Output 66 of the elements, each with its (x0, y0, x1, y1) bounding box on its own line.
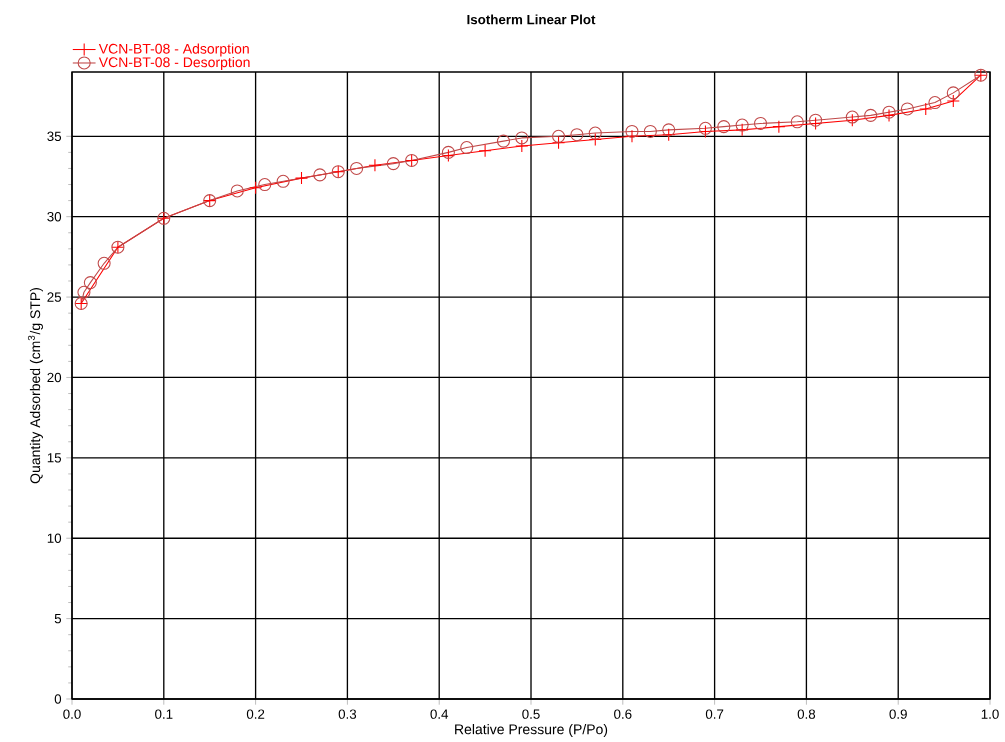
point (625, 124, 639, 139)
legend-label: VCN-BT-08 - Adsorption (98, 43, 249, 57)
point (643, 124, 657, 139)
point (97, 256, 111, 270)
x-tick-label: 0.1 (155, 709, 173, 719)
point (552, 129, 566, 143)
point (515, 131, 529, 145)
y-tick-label: 5 (54, 613, 62, 624)
point (588, 132, 602, 147)
point (249, 181, 263, 195)
y-tick-label: 20 (47, 372, 62, 383)
point (258, 177, 272, 192)
x-tick-label: 0.0 (63, 709, 81, 719)
x-tick-label: 0.6 (614, 709, 632, 719)
y-tick-label: 35 (47, 131, 62, 142)
x-tick-label: 0.7 (705, 709, 724, 719)
point (753, 116, 768, 130)
point (588, 126, 602, 140)
point (919, 102, 933, 116)
y-tick-label: 15 (47, 453, 62, 463)
y-axis-title: Quantity Adsorbed (cm$^{3}$/g STP) (27, 288, 43, 484)
point (276, 174, 290, 188)
point (900, 102, 914, 116)
y-tick-label: 25 (47, 292, 62, 302)
x-axis-title: Relative Pressure (P/Po) (455, 724, 608, 738)
point (441, 149, 455, 163)
point (230, 184, 244, 198)
point (698, 124, 712, 139)
point (350, 161, 364, 175)
point (946, 86, 960, 100)
point (790, 115, 804, 129)
chart-title: Isotherm Linear Plot (467, 14, 596, 25)
point (662, 123, 676, 137)
point (496, 134, 511, 148)
point (515, 139, 529, 153)
x-tick-label: 0.9 (889, 709, 907, 719)
point (77, 285, 91, 299)
point (864, 108, 878, 122)
point (570, 128, 584, 142)
point (735, 118, 749, 132)
x-tick-label: 0.8 (797, 709, 816, 719)
point (294, 171, 309, 185)
x-tick-label: 0.3 (338, 709, 357, 719)
point (772, 120, 786, 134)
point (460, 141, 474, 155)
y-tick-label: 10 (47, 533, 62, 543)
point (83, 276, 97, 290)
point (368, 158, 382, 172)
point (313, 168, 327, 182)
point (625, 129, 639, 143)
point (735, 123, 749, 137)
x-tick-label: 0.2 (246, 709, 265, 719)
point (478, 144, 492, 158)
x-tick-label: 1.0 (981, 709, 999, 719)
legend-label: VCN-BT-08 - Desorption (98, 56, 250, 70)
x-tick-label: 0.4 (430, 709, 449, 719)
point (717, 120, 731, 134)
x-tick-label: 0.5 (522, 709, 540, 719)
point (662, 128, 676, 142)
point (386, 157, 400, 171)
point (552, 136, 566, 150)
point (946, 94, 960, 108)
point (928, 96, 942, 110)
y-tick-label: 30 (47, 211, 62, 222)
point (441, 145, 455, 159)
y-tick-label: 0 (54, 694, 62, 704)
